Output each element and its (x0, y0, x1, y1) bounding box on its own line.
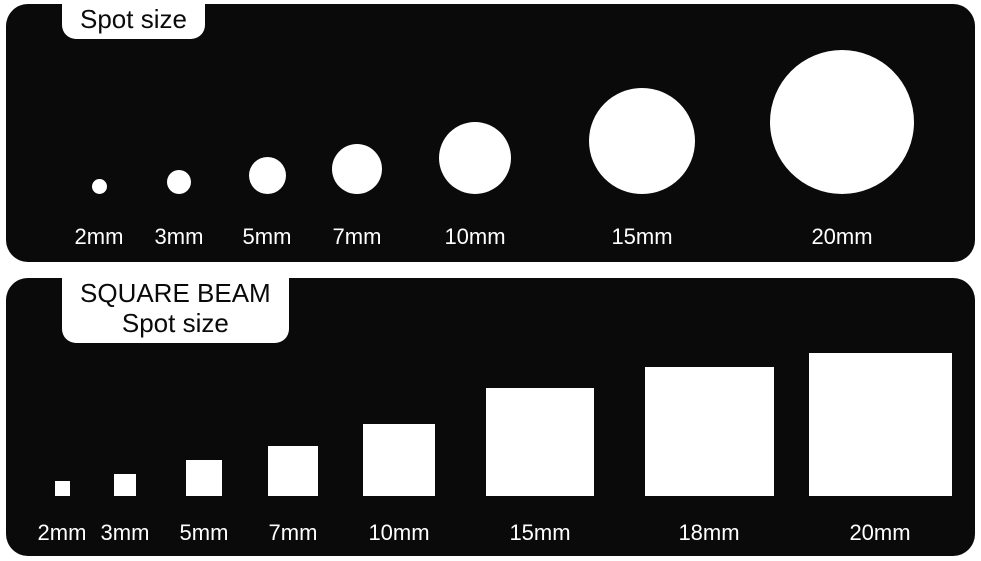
spot-square-label: 5mm (154, 520, 254, 546)
spot-square-label: 7mm (243, 520, 343, 546)
spot-square-label: 15mm (490, 520, 590, 546)
spot-circle (92, 179, 107, 194)
spot-square (268, 446, 318, 496)
spot-circle-label: 20mm (792, 224, 892, 250)
spot-circle (589, 88, 695, 194)
spot-square (486, 388, 594, 496)
spot-square (363, 424, 435, 496)
spot-circle (167, 170, 191, 194)
spot-circle-label: 5mm (217, 224, 317, 250)
square-panel-title-line2: Spot size (122, 308, 229, 338)
spot-square-label: 20mm (830, 520, 930, 546)
spot-circle (770, 50, 914, 194)
spot-size-square-panel: SQUARE BEAM Spot size 2mm3mm5mm7mm10mm15… (6, 278, 975, 556)
spot-square (645, 367, 774, 496)
spot-square-label: 10mm (349, 520, 449, 546)
spot-square (186, 460, 222, 496)
spot-square (55, 481, 70, 496)
spot-circle-label: 15mm (592, 224, 692, 250)
circle-panel-title-tab: Spot size (62, 4, 205, 39)
spot-circle-label: 3mm (129, 224, 229, 250)
spot-circle (332, 144, 382, 194)
spot-square-label: 18mm (659, 520, 759, 546)
spot-size-circle-panel: Spot size 2mm3mm5mm7mm10mm15mm20mm (6, 4, 975, 262)
spot-circle-label: 7mm (307, 224, 407, 250)
square-panel-title-line1: SQUARE BEAM (80, 278, 271, 308)
spot-square (114, 474, 136, 496)
spot-square (809, 353, 952, 496)
spot-circle-label: 10mm (425, 224, 525, 250)
circle-panel-title: Spot size (80, 4, 187, 34)
spot-circle (439, 122, 511, 194)
spot-circle (249, 157, 286, 194)
square-panel-title-tab: SQUARE BEAM Spot size (62, 278, 289, 343)
